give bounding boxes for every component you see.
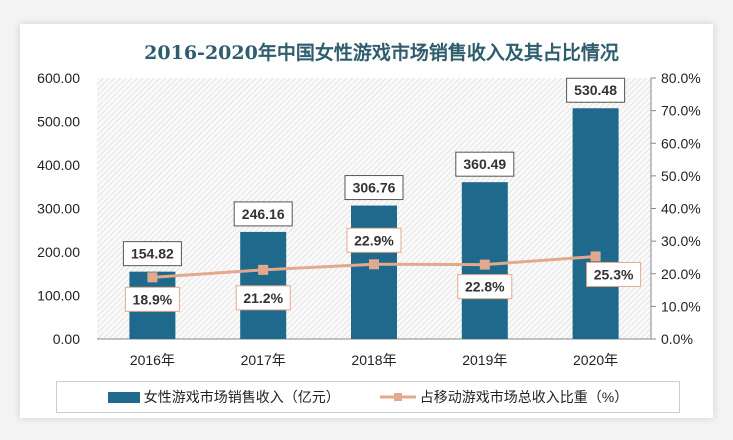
x-tick-label: 2020年 bbox=[573, 352, 618, 368]
right-tick-label: 60.0% bbox=[661, 135, 701, 151]
line-label-box bbox=[346, 227, 402, 253]
left-tick-label: 600.00 bbox=[37, 70, 80, 86]
bar-label: 246.16 bbox=[242, 206, 285, 222]
chart-title: 2016-2020年中国女性游戏市场销售收入及其占比情况 bbox=[144, 42, 619, 64]
bar-label-box bbox=[344, 175, 404, 201]
bar-label: 306.76 bbox=[353, 180, 396, 196]
x-tick-label: 2016年 bbox=[130, 352, 175, 368]
line-label-box bbox=[586, 261, 642, 287]
line-label: 22.9% bbox=[354, 232, 394, 248]
line-label: 22.8% bbox=[465, 279, 505, 295]
line-marker bbox=[369, 259, 379, 270]
line-label-box bbox=[124, 286, 180, 312]
line-label-box bbox=[235, 285, 291, 311]
legend-item-line: 占移动游戏市场总收入比重（%） bbox=[379, 387, 629, 407]
left-tick-label: 300.00 bbox=[37, 201, 80, 217]
left-tick-label: 400.00 bbox=[37, 157, 80, 173]
legend-label: 占移动游戏市场总收入比重（%） bbox=[419, 389, 629, 405]
bar-label-box bbox=[122, 241, 182, 267]
left-tick-label: 500.00 bbox=[37, 114, 80, 130]
bar-label: 154.82 bbox=[131, 246, 174, 262]
x-tick-label: 2017年 bbox=[241, 352, 286, 368]
bar-label-box bbox=[566, 77, 626, 103]
line-marker bbox=[479, 259, 490, 270]
x-tick-label: 2019年 bbox=[462, 352, 507, 368]
line-label: 21.2% bbox=[243, 290, 283, 306]
right-tick-label: 40.0% bbox=[661, 201, 701, 217]
bar bbox=[572, 108, 619, 339]
line-label: 18.9% bbox=[133, 291, 173, 307]
x-tick-label: 2018年 bbox=[351, 352, 396, 368]
line-marker bbox=[258, 264, 269, 275]
left-tick-label: 100.00 bbox=[37, 288, 80, 304]
line-marker bbox=[147, 272, 158, 283]
bar-label: 530.48 bbox=[574, 82, 617, 98]
line-marker bbox=[590, 251, 601, 262]
left-tick-label: 0.00 bbox=[53, 331, 80, 347]
bar-label: 360.49 bbox=[463, 156, 506, 172]
right-tick-label: 0.0% bbox=[661, 331, 693, 347]
legend: 女性游戏市场销售收入（亿元） 占移动游戏市场总收入比重（%） bbox=[56, 381, 680, 413]
bar-swatch-icon bbox=[107, 391, 140, 403]
right-tick-label: 70.0% bbox=[661, 103, 701, 119]
line-label: 25.3% bbox=[594, 266, 634, 282]
right-tick-label: 10.0% bbox=[661, 298, 701, 314]
legend-item-bar: 女性游戏市场销售收入（亿元） bbox=[107, 387, 340, 407]
bar-label-box bbox=[455, 151, 515, 177]
right-tick-label: 50.0% bbox=[661, 168, 701, 184]
right-tick-label: 20.0% bbox=[661, 266, 701, 282]
right-tick-label: 30.0% bbox=[661, 233, 701, 249]
legend-label: 女性游戏市场销售收入（亿元） bbox=[143, 389, 340, 405]
left-tick-label: 200.00 bbox=[37, 244, 80, 260]
right-tick-label: 80.0% bbox=[661, 70, 701, 86]
bar-label-box bbox=[233, 201, 293, 227]
bar bbox=[351, 205, 397, 339]
line-label-box bbox=[457, 274, 513, 300]
line-swatch-icon bbox=[379, 393, 416, 401]
